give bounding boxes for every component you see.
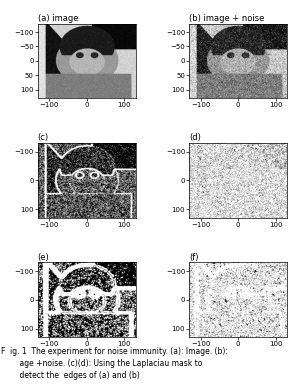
Text: (b) image + noise: (b) image + noise xyxy=(189,14,265,23)
Text: ig. 1  The experiment for noise immunity. (a): Image. (b):
    age +noise. (c)(d: ig. 1 The experiment for noise immunity.… xyxy=(10,347,228,379)
Text: (e): (e) xyxy=(38,253,50,262)
Text: (f): (f) xyxy=(189,253,199,262)
Text: (c): (c) xyxy=(38,133,49,142)
Text: F: F xyxy=(0,347,4,356)
Text: (d): (d) xyxy=(189,133,201,142)
Text: (a) image: (a) image xyxy=(38,14,78,23)
